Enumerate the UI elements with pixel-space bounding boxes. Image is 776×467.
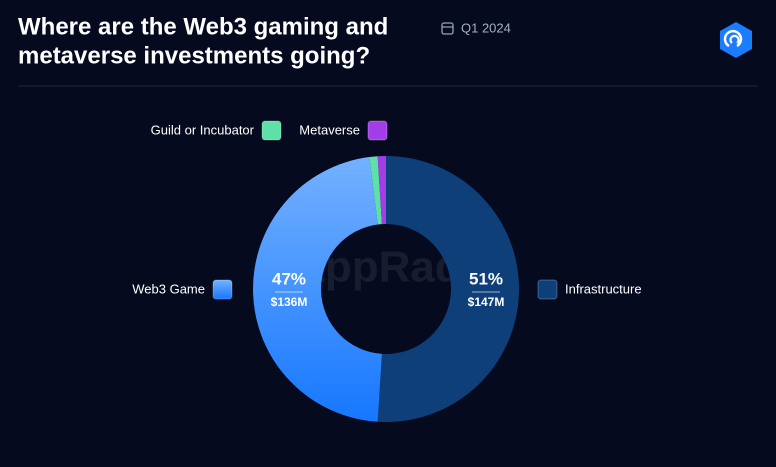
donut-segment xyxy=(377,156,386,225)
legend-swatch xyxy=(261,120,282,141)
legend-swatch xyxy=(212,279,233,300)
chart-title: metaverse investments going? xyxy=(18,42,370,69)
legend-swatch xyxy=(367,120,388,141)
logo xyxy=(720,22,752,58)
subtitle: Q1 2024 xyxy=(461,20,511,35)
donut-segment xyxy=(253,157,382,422)
legend-swatch xyxy=(537,279,558,300)
donut-segment xyxy=(377,155,520,422)
amount-label: $147M xyxy=(468,295,505,309)
percent-label: 51% xyxy=(469,269,503,288)
legend-label: Metaverse xyxy=(299,122,360,137)
amount-label: $136M xyxy=(271,295,308,309)
legend-label: Web3 Game xyxy=(132,281,205,296)
legend-label: Guild or Incubator xyxy=(151,122,255,137)
chart-title: Where are the Web3 gaming and xyxy=(18,13,388,40)
date-icon xyxy=(441,22,454,35)
percent-label: 47% xyxy=(272,269,306,288)
donut-segment xyxy=(369,156,382,225)
legend-label: Infrastructure xyxy=(565,281,642,296)
